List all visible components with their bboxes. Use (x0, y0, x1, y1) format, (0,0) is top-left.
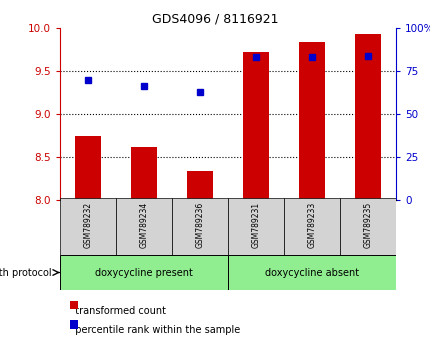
Bar (75, 136, 100, 200)
Bar (187, 171, 212, 200)
Text: GSM789233: GSM789233 (307, 202, 316, 249)
Bar (227, 198, 283, 255)
Text: GSM789236: GSM789236 (195, 202, 204, 249)
Text: percentile rank within the sample: percentile rank within the sample (68, 325, 240, 335)
Bar (60, 198, 116, 255)
Bar (355, 34, 380, 200)
Text: doxycycline present: doxycycline present (95, 268, 193, 278)
Bar (339, 198, 395, 255)
Text: GSM789234: GSM789234 (139, 202, 148, 249)
Bar (116, 198, 172, 255)
Text: GSM789232: GSM789232 (83, 202, 92, 249)
Bar (299, 42, 324, 200)
Text: growth protocol: growth protocol (0, 268, 51, 278)
Bar (172, 198, 227, 255)
Bar (283, 198, 339, 255)
Bar (227, 255, 395, 290)
Text: GDS4096 / 8116921: GDS4096 / 8116921 (152, 12, 278, 25)
Bar (131, 147, 156, 200)
Bar (243, 52, 268, 200)
Text: GSM789231: GSM789231 (251, 202, 260, 249)
Text: transformed count: transformed count (68, 306, 165, 316)
Text: GSM789235: GSM789235 (362, 202, 372, 249)
Text: doxycycline absent: doxycycline absent (264, 268, 358, 278)
Bar (60, 255, 227, 290)
